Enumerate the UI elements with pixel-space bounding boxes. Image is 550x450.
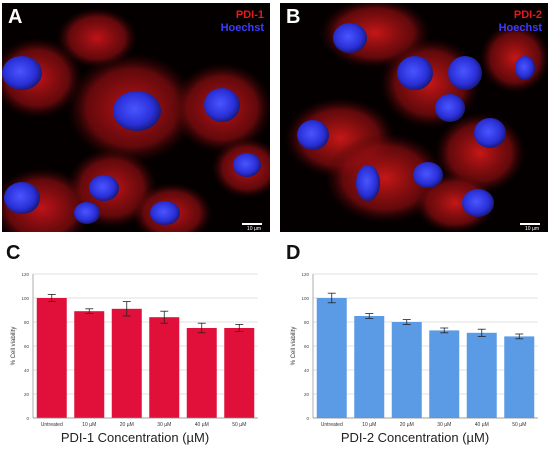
chart-panel-d: 0 20 40 60 80 100 120 % Cell viability Untreated… xyxy=(280,237,550,449)
y-tick-label: 20 xyxy=(24,392,30,397)
bar xyxy=(391,322,422,418)
panel-letter-b: B xyxy=(286,6,301,28)
x-tick-label: 20 µM xyxy=(120,422,134,427)
scale-bar-label: 10 µm xyxy=(525,226,539,232)
y-tick-label: 120 xyxy=(301,272,309,277)
bar xyxy=(186,328,217,418)
x-tick-label: 30 µM xyxy=(437,422,451,427)
y-tick-label: 100 xyxy=(21,296,29,301)
x-tick-label: 20 µM xyxy=(400,422,414,427)
panel-letter-c: C xyxy=(6,242,21,264)
x-tick-label: 10 µM xyxy=(362,422,376,427)
legend-nuclear-label: Hoechst xyxy=(498,22,542,34)
y-tick-label: 80 xyxy=(304,320,310,325)
legend-stain-label: PDI-2 xyxy=(513,9,542,21)
panel-letter-d: D xyxy=(286,242,301,264)
y-tick-label: 100 xyxy=(301,296,309,301)
y-tick-label: 0 xyxy=(306,416,309,421)
y-axis-label: % Cell viability xyxy=(291,327,297,366)
x-tick-label: 30 µM xyxy=(157,422,171,427)
chart-panel-c: 0 20 40 60 80 100 120 % Cell viability Untreated… xyxy=(0,237,270,449)
scale-bar xyxy=(520,223,540,225)
y-tick-label: 60 xyxy=(304,344,310,349)
scale-bar xyxy=(242,223,262,225)
legend-nuclear-label: Hoechst xyxy=(220,22,264,34)
x-axis-label: PDI-2 Concentration (µM) xyxy=(340,430,490,445)
micrograph-pdi-2: B PDI-2 Hoechst 10 µm xyxy=(280,3,548,232)
legend-stain-label: PDI-1 xyxy=(235,9,264,21)
bar xyxy=(149,317,180,418)
bar-chart-pdi-2: 0 20 40 60 80 100 120 % Cell viability Untreated… xyxy=(291,272,538,427)
x-axis-label: PDI-1 Concentration (µM) xyxy=(60,430,210,445)
bar xyxy=(74,311,105,418)
y-tick-label: 40 xyxy=(304,368,310,373)
bar xyxy=(429,330,460,418)
bar xyxy=(224,328,255,418)
x-tick-label: 50 µM xyxy=(232,422,246,427)
y-tick-label: 20 xyxy=(304,392,310,397)
y-tick-label: 80 xyxy=(24,320,30,325)
y-tick-label: 60 xyxy=(24,344,30,349)
scale-bar-label: 10 µm xyxy=(247,226,261,232)
x-tick-label: Untreated xyxy=(41,422,63,427)
x-tick-label: 10 µM xyxy=(82,422,96,427)
micrograph-b-image xyxy=(285,3,548,232)
y-tick-label: 120 xyxy=(21,272,29,277)
bar xyxy=(504,336,535,418)
x-tick-label: 40 µM xyxy=(475,422,489,427)
bar-chart-pdi-1: 0 20 40 60 80 100 120 % Cell viability Untreated… xyxy=(11,272,258,427)
cytoplasm-red xyxy=(285,3,548,232)
bar xyxy=(111,308,142,418)
y-tick-label: 40 xyxy=(24,368,30,373)
x-tick-label: Untreated xyxy=(321,422,343,427)
x-tick-label: 40 µM xyxy=(195,422,209,427)
y-axis-label: % Cell viability xyxy=(11,327,17,366)
y-tick-label: 0 xyxy=(26,416,29,421)
nuclei-blue xyxy=(2,56,261,225)
micrograph-pdi-1: A PDI-1 Hoechst 10 µm xyxy=(2,3,270,232)
bar xyxy=(36,298,67,418)
micrograph-a-image xyxy=(2,8,270,232)
nuclei-blue xyxy=(297,23,535,217)
panel-letter-a: A xyxy=(8,6,23,28)
bar xyxy=(466,332,497,418)
bar xyxy=(316,298,347,418)
bar xyxy=(354,316,385,418)
x-tick-label: 50 µM xyxy=(512,422,526,427)
